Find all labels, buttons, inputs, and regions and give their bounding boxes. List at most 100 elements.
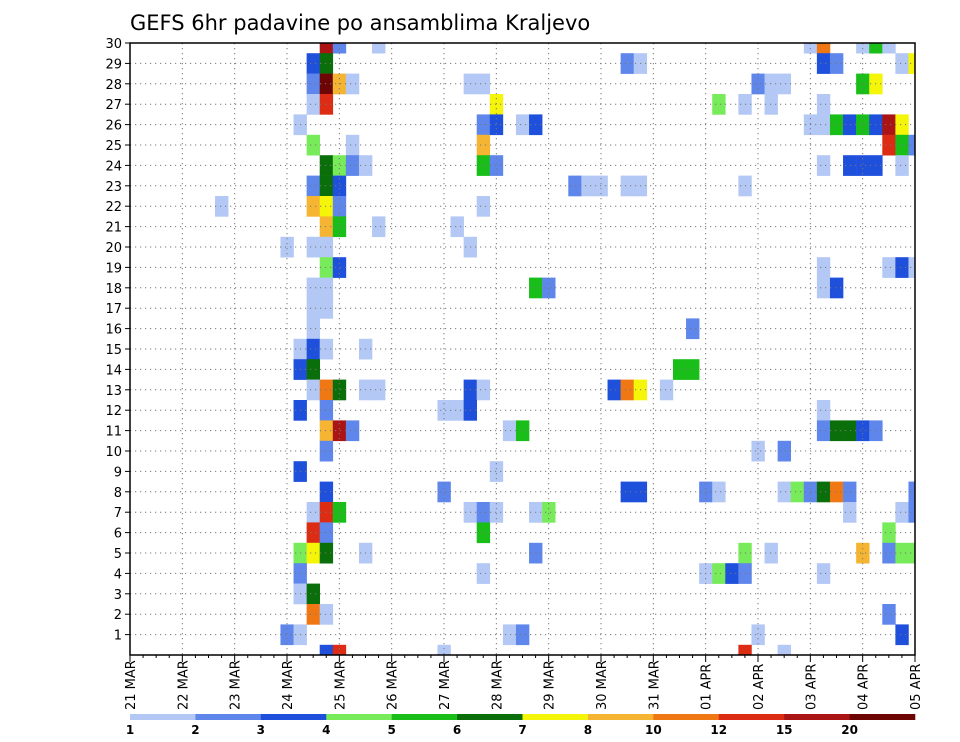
heatmap-cell — [895, 134, 909, 156]
heatmap-cell — [319, 338, 334, 360]
legend-swatch — [195, 714, 262, 720]
heatmap-cell — [908, 481, 915, 503]
heatmap-cell — [895, 53, 909, 74]
heatmap-cell — [882, 604, 896, 625]
heatmap-cell — [777, 644, 792, 655]
legend-label: 1 — [126, 723, 134, 737]
heatmap-cell — [476, 134, 491, 156]
heatmap-cell — [306, 583, 321, 605]
heatmap-cell — [542, 277, 556, 299]
y-tick-label: 22 — [105, 200, 122, 215]
x-tick-label: 26 MAR — [386, 660, 401, 710]
heatmap-cell — [306, 542, 321, 564]
y-tick-label: 26 — [105, 119, 122, 134]
heatmap-cell — [489, 502, 504, 523]
heatmap-cell — [620, 481, 635, 503]
heatmap-cell — [515, 420, 530, 442]
heatmap-cell — [882, 134, 896, 156]
x-tick-label: 25 MAR — [333, 660, 348, 710]
heatmap-cell — [777, 481, 792, 503]
legend-swatch — [849, 714, 916, 720]
heatmap-cell — [319, 196, 334, 217]
heatmap-cell — [332, 175, 347, 197]
legend-swatch — [784, 714, 850, 720]
heatmap-cell — [829, 481, 844, 503]
heatmap-cell — [319, 257, 334, 278]
y-tick-label: 17 — [105, 302, 122, 317]
y-tick-label: 10 — [105, 445, 122, 460]
y-tick-label: 9 — [114, 465, 122, 480]
heatmap-cell — [502, 624, 517, 646]
y-tick-label: 21 — [105, 221, 122, 236]
heatmap-cell — [319, 53, 334, 74]
heatmap-cell — [332, 155, 347, 176]
heatmap-cell — [895, 257, 909, 278]
x-tick-label: 01 APR — [700, 664, 715, 710]
heatmap-cell — [882, 43, 896, 54]
legend-label: 3 — [257, 723, 265, 737]
grid-lines — [130, 43, 915, 655]
heatmap-cell — [476, 73, 491, 95]
heatmap-cell — [319, 400, 334, 421]
heatmap-cell — [345, 73, 360, 95]
legend: 1 2 3 4 5 6 7 8 10 12 15 20 — [126, 714, 916, 737]
heatmap-cell — [306, 175, 321, 197]
heatmap-cell — [816, 563, 831, 584]
y-tick-label: 23 — [105, 180, 122, 195]
x-tick-label: 23 MAR — [229, 660, 244, 710]
heatmap-cell — [895, 155, 909, 176]
heatmap-cell — [476, 563, 491, 584]
legend-swatch — [522, 714, 589, 720]
heatmap-cell — [869, 43, 883, 54]
heatmap-cell — [332, 502, 347, 523]
x-tick-label: 04 APR — [857, 664, 872, 710]
heatmap-cell — [856, 114, 870, 136]
heatmap-cell — [437, 481, 451, 503]
heatmap-cell — [319, 440, 334, 462]
heatmap-cell — [215, 196, 229, 217]
heatmap-cell — [306, 359, 321, 380]
y-tick-label: 2 — [114, 608, 122, 623]
y-tick-label: 1 — [114, 629, 122, 644]
heatmap-cell — [581, 175, 595, 197]
heatmap-cell — [306, 338, 321, 360]
legend-label: 2 — [191, 723, 199, 737]
heatmap-cell — [712, 481, 726, 503]
y-tick-label: 4 — [114, 567, 122, 582]
x-tick-label: 02 APR — [752, 664, 767, 710]
heatmap-cell — [829, 53, 844, 74]
heatmap-cell — [816, 114, 831, 136]
heatmap-cell — [489, 461, 504, 482]
y-tick-label: 8 — [114, 486, 122, 501]
x-tick-label: 03 APR — [804, 664, 819, 710]
heatmap-cell — [816, 257, 831, 278]
heatmap-cell — [856, 155, 870, 176]
heatmap-cell — [568, 175, 582, 197]
heatmap-cell — [476, 379, 491, 401]
heatmap-cell — [319, 236, 334, 258]
heatmap-cell — [437, 644, 451, 655]
heatmap-cell — [777, 73, 792, 95]
legend-swatch — [391, 714, 458, 720]
heatmap-cell — [895, 114, 909, 136]
heatmap-cell — [816, 481, 831, 503]
heatmap-cell — [908, 257, 915, 278]
heatmap-cell — [345, 155, 360, 176]
heatmap-cell — [345, 420, 360, 442]
legend-swatch — [457, 714, 523, 720]
heatmap-cell — [306, 53, 321, 74]
legend-swatch — [130, 714, 196, 720]
x-tick-label: 24 MAR — [281, 660, 296, 710]
y-tick-label: 20 — [105, 241, 122, 256]
heatmap-cell — [908, 53, 915, 74]
heatmap-cell — [306, 73, 321, 95]
y-tick-label: 13 — [105, 384, 122, 399]
heatmap-cell — [686, 318, 700, 340]
heatmap-cell — [319, 175, 334, 197]
heatmap-cell — [319, 43, 334, 54]
heatmap-cell — [751, 440, 765, 462]
heatmap-cell — [306, 522, 321, 544]
heatmap-cell — [306, 318, 321, 340]
legend-label: 5 — [387, 723, 395, 737]
heatmap-cell — [345, 134, 360, 156]
